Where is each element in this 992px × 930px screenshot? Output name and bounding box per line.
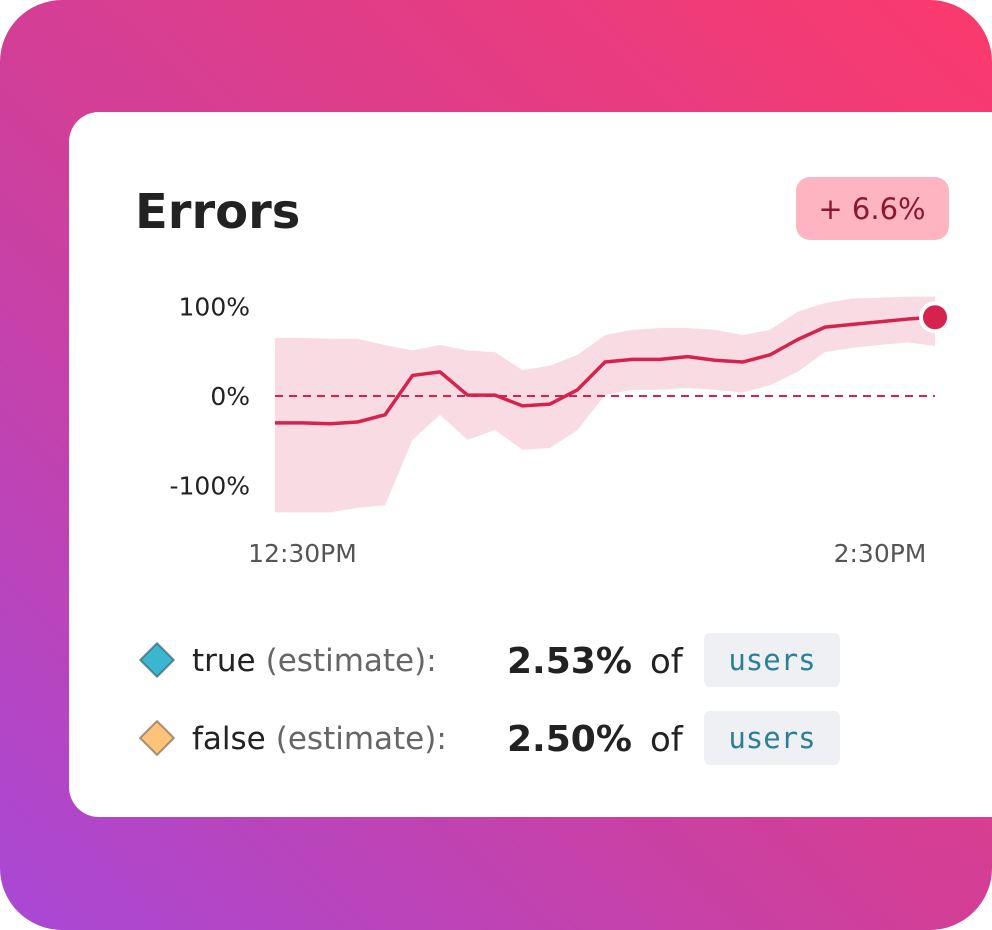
summary-value: 2.53% — [507, 641, 632, 682]
y-tick-label: 100% — [179, 293, 250, 322]
x-tick-label: 2:30PM — [834, 539, 927, 568]
badge-text: + 6.6% — [818, 192, 925, 226]
legend-marker — [139, 642, 175, 678]
x-tick-label: 12:30PM — [248, 539, 357, 568]
legend-marker — [139, 720, 175, 756]
y-tick-label: -100% — [170, 472, 251, 501]
line — [275, 315, 936, 426]
legend-name: true — [192, 643, 256, 679]
badge — [796, 177, 949, 240]
legend-name: false — [192, 721, 266, 757]
legend-qualifier: (estimate): — [276, 721, 447, 757]
confidence-band — [275, 296, 935, 513]
legend-label: true (estimate): — [192, 643, 437, 679]
unit-chip — [704, 711, 840, 765]
legend-qualifier: (estimate): — [266, 643, 437, 679]
legend-label: false (estimate): — [192, 721, 447, 757]
end-point — [919, 301, 951, 334]
summary-connector: of — [650, 720, 684, 760]
unit-chip — [704, 633, 840, 687]
summary-value: 2.50% — [507, 719, 632, 760]
summary-connector: of — [650, 642, 684, 682]
summary-unit: users — [728, 643, 815, 677]
y-tick-label: 0% — [210, 382, 250, 411]
chart-title: Errors — [135, 184, 300, 240]
summary-unit: users — [728, 721, 815, 755]
